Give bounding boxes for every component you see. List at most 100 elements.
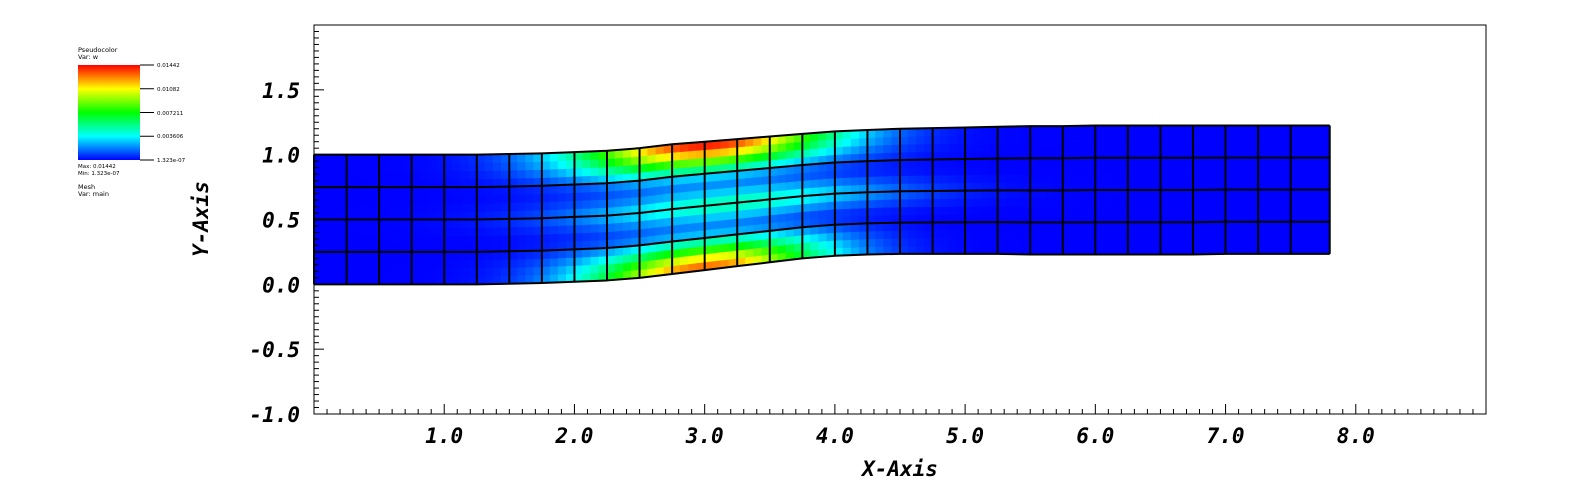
field-cell — [671, 151, 681, 161]
legend-plot-type: Pseudocolor — [78, 46, 118, 54]
field-cell — [1319, 197, 1331, 207]
field-cell — [688, 190, 697, 200]
field-cell — [940, 135, 950, 144]
field-cell — [891, 222, 901, 231]
field-cell — [1005, 221, 1015, 231]
field-cell — [468, 219, 478, 228]
field-cell — [1078, 246, 1088, 255]
field-cell — [769, 143, 779, 153]
field-cell — [313, 227, 323, 237]
field-cell — [924, 198, 933, 208]
field-cell — [981, 213, 990, 223]
field-cell — [386, 202, 396, 212]
legend-color-bar — [78, 65, 140, 160]
field-cell — [427, 178, 437, 188]
field-cell — [1046, 238, 1055, 247]
field-cell — [1290, 157, 1301, 166]
field-cell — [736, 146, 746, 156]
field-cell — [736, 241, 746, 251]
field-cell — [1021, 125, 1031, 135]
field-cell — [574, 224, 583, 234]
field-cell — [1200, 221, 1210, 231]
field-cell — [435, 219, 445, 228]
field-cell — [948, 166, 958, 176]
field-cell — [899, 206, 909, 216]
field-cell — [1070, 213, 1080, 223]
field-cell — [582, 159, 592, 169]
field-cell — [1200, 173, 1210, 183]
field-cell — [1021, 190, 1031, 199]
field-cell — [989, 229, 998, 239]
field-cell — [435, 243, 445, 253]
field-cell — [509, 194, 518, 203]
field-cell — [875, 168, 885, 177]
field-cell — [1160, 181, 1169, 191]
field-cell — [802, 210, 811, 220]
field-cell — [435, 227, 445, 237]
field-cell — [924, 214, 933, 223]
field-cell — [1168, 141, 1178, 150]
field-cell — [655, 258, 665, 269]
field-cell — [1046, 206, 1055, 215]
field-cell — [1062, 173, 1072, 183]
field-cell — [1168, 197, 1178, 207]
field-cell — [500, 161, 510, 171]
field-cell — [948, 221, 958, 231]
field-cell — [745, 248, 754, 258]
field-cell — [1046, 222, 1055, 231]
field-cell — [403, 170, 412, 180]
field-cell — [1200, 213, 1210, 223]
field-cell — [1029, 214, 1039, 223]
field-cell — [1241, 173, 1251, 182]
field-cell — [1192, 133, 1202, 142]
field-cell — [793, 203, 803, 213]
field-cell — [1300, 237, 1311, 247]
field-cell — [1013, 229, 1023, 239]
field-cell — [329, 170, 339, 180]
field-cell — [1078, 165, 1088, 175]
field-cell — [403, 178, 412, 188]
field-cell — [1143, 230, 1153, 239]
field-cell — [313, 235, 323, 245]
field-cell — [1086, 197, 1096, 207]
field-cell — [956, 229, 966, 239]
field-cell — [443, 211, 453, 220]
field-cell — [1274, 245, 1283, 255]
field-cell — [850, 231, 860, 240]
field-cell — [679, 150, 689, 161]
field-cell — [899, 190, 909, 200]
field-cell — [964, 221, 974, 231]
field-cell — [997, 134, 1007, 143]
field-cell — [631, 253, 640, 263]
field-cell — [785, 243, 795, 253]
field-cell — [1290, 189, 1301, 198]
field-cell — [915, 167, 925, 176]
field-cell — [663, 184, 673, 195]
field-cell — [1257, 229, 1267, 239]
field-cell — [728, 186, 738, 196]
field-cell — [1257, 181, 1267, 190]
field-cell — [509, 177, 518, 187]
field-cell — [1095, 157, 1104, 167]
field-cell — [329, 219, 339, 228]
field-cell — [1233, 189, 1243, 198]
field-cell — [346, 211, 355, 220]
field-cell — [1290, 165, 1301, 174]
field-cell — [850, 145, 860, 155]
field-cell — [1038, 133, 1047, 143]
field-cell — [484, 275, 494, 285]
field-cell — [1046, 230, 1055, 239]
field-cell — [1013, 205, 1023, 215]
field-cell — [1200, 133, 1210, 142]
field-cell — [1225, 205, 1234, 215]
field-cell — [1233, 245, 1243, 255]
field-cell — [785, 204, 795, 214]
field-cell — [793, 180, 803, 190]
field-cell — [761, 144, 771, 154]
field-cell — [1176, 165, 1186, 175]
mesh-line — [314, 220, 1330, 253]
field-cell — [549, 257, 559, 267]
field-cell — [1249, 181, 1259, 190]
field-cell — [940, 143, 950, 152]
field-cell — [354, 227, 364, 237]
